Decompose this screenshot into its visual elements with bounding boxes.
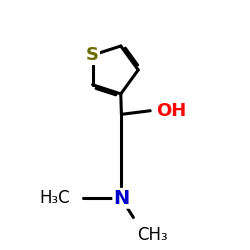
Text: H₃C: H₃C bbox=[39, 189, 70, 207]
Text: CH₃: CH₃ bbox=[137, 226, 168, 244]
Text: S: S bbox=[86, 46, 99, 64]
Text: OH: OH bbox=[156, 102, 186, 120]
Text: N: N bbox=[113, 189, 130, 208]
